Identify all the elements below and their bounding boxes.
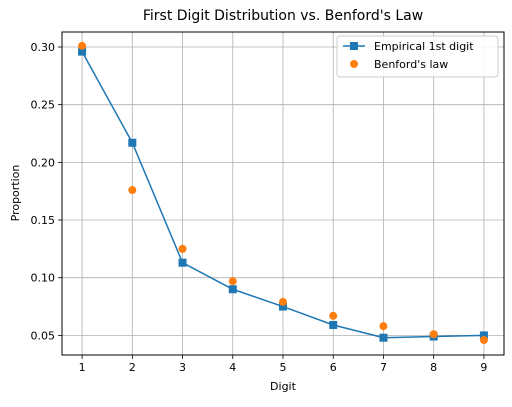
y-tick-label: 0.25 — [31, 99, 56, 112]
data-series — [78, 41, 488, 345]
axis-ticks: 1 2 3 4 5 6 7 8 9 0.05 0.10 0.15 0.20 0.25 0.30 — [31, 41, 488, 374]
x-axis-label: Digit — [270, 380, 297, 393]
benford-point — [279, 297, 287, 306]
empirical-point — [78, 47, 87, 56]
x-tick-label: 1 — [79, 361, 86, 374]
y-tick-label: 0.20 — [31, 156, 56, 169]
legend-label-benford: Benford's law — [374, 58, 448, 71]
empirical-point — [178, 258, 187, 267]
benford-point — [329, 311, 338, 320]
legend-box — [336, 35, 499, 78]
x-tick-label: 9 — [480, 361, 487, 374]
legend-marker-empirical — [350, 42, 358, 50]
benford-point — [429, 330, 438, 339]
x-tick-label: 2 — [129, 361, 136, 374]
empirical-point — [329, 321, 338, 330]
empirical-point — [279, 302, 287, 311]
x-tick-label: 3 — [179, 361, 186, 374]
y-axis-label: Proportion — [9, 165, 22, 222]
y-tick-label: 0.05 — [31, 329, 56, 342]
legend-marker-benford — [350, 60, 358, 68]
legend-label-empirical: Empirical 1st digit — [374, 40, 474, 53]
empirical-point — [479, 331, 488, 340]
x-tick-label: 4 — [229, 361, 236, 374]
grid-lines — [62, 32, 504, 355]
x-tick-label: 6 — [330, 361, 337, 374]
y-tick-label: 0.15 — [31, 214, 56, 227]
legend: Empirical 1st digit Benford's law — [336, 35, 499, 78]
empirical-point — [379, 333, 388, 342]
benford-point — [479, 336, 488, 345]
x-tick-label: 8 — [430, 361, 437, 374]
x-tick-label: 5 — [280, 361, 287, 374]
benford-point — [178, 244, 187, 253]
x-tick-label: 7 — [380, 361, 387, 374]
benford-point — [128, 186, 137, 195]
chart-title: First Digit Distribution vs. Benford's L… — [143, 8, 423, 24]
y-tick-label: 0.30 — [31, 41, 56, 54]
empirical-point — [128, 138, 137, 147]
benford-point — [379, 322, 388, 331]
benford-point — [78, 41, 87, 50]
benford-point — [228, 277, 237, 286]
empirical-point — [228, 285, 237, 294]
y-tick-label: 0.10 — [31, 272, 56, 285]
